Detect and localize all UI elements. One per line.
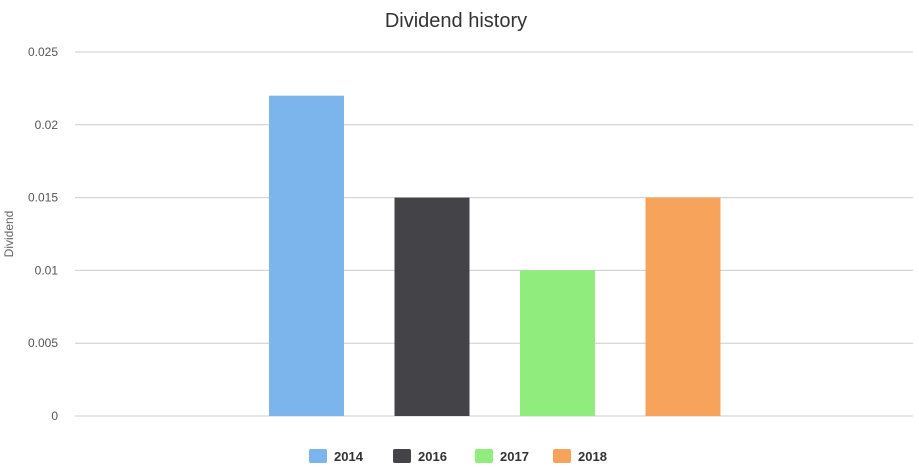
legend-item-2016[interactable]: 2016 — [393, 449, 447, 464]
legend-item-2018[interactable]: 2018 — [553, 449, 607, 464]
bar-2016[interactable] — [394, 197, 470, 416]
legend[interactable]: 2014 2016 2017 2018 — [309, 449, 607, 464]
legend-label: 2016 — [418, 449, 447, 464]
grid-lines — [75, 51, 913, 417]
y-tick-label: 0.01 — [35, 263, 59, 277]
chart-title: Dividend history — [385, 10, 527, 32]
y-axis-label: Dividend — [2, 211, 16, 258]
y-tick-label: 0.02 — [35, 118, 59, 132]
legend-label: 2017 — [500, 449, 529, 464]
legend-label: 2018 — [578, 449, 607, 464]
y-tick-label: 0 — [51, 409, 58, 423]
y-tick-label: 0.025 — [28, 45, 58, 59]
legend-item-2017[interactable]: 2017 — [475, 449, 529, 464]
y-axis-ticks: 0 0.005 0.01 0.015 0.02 0.025 — [28, 45, 58, 423]
bar-2017[interactable] — [520, 270, 595, 416]
legend-swatch — [393, 449, 411, 463]
y-tick-label: 0.015 — [28, 191, 58, 205]
legend-swatch — [553, 449, 571, 463]
y-tick-label: 0.005 — [28, 336, 58, 350]
legend-label: 2014 — [334, 449, 364, 464]
legend-swatch — [309, 449, 327, 463]
bar-2014[interactable] — [269, 95, 344, 417]
legend-swatch — [475, 449, 493, 463]
legend-item-2014[interactable]: 2014 — [309, 449, 364, 464]
bars — [269, 95, 721, 417]
bar-2018[interactable] — [645, 197, 721, 416]
